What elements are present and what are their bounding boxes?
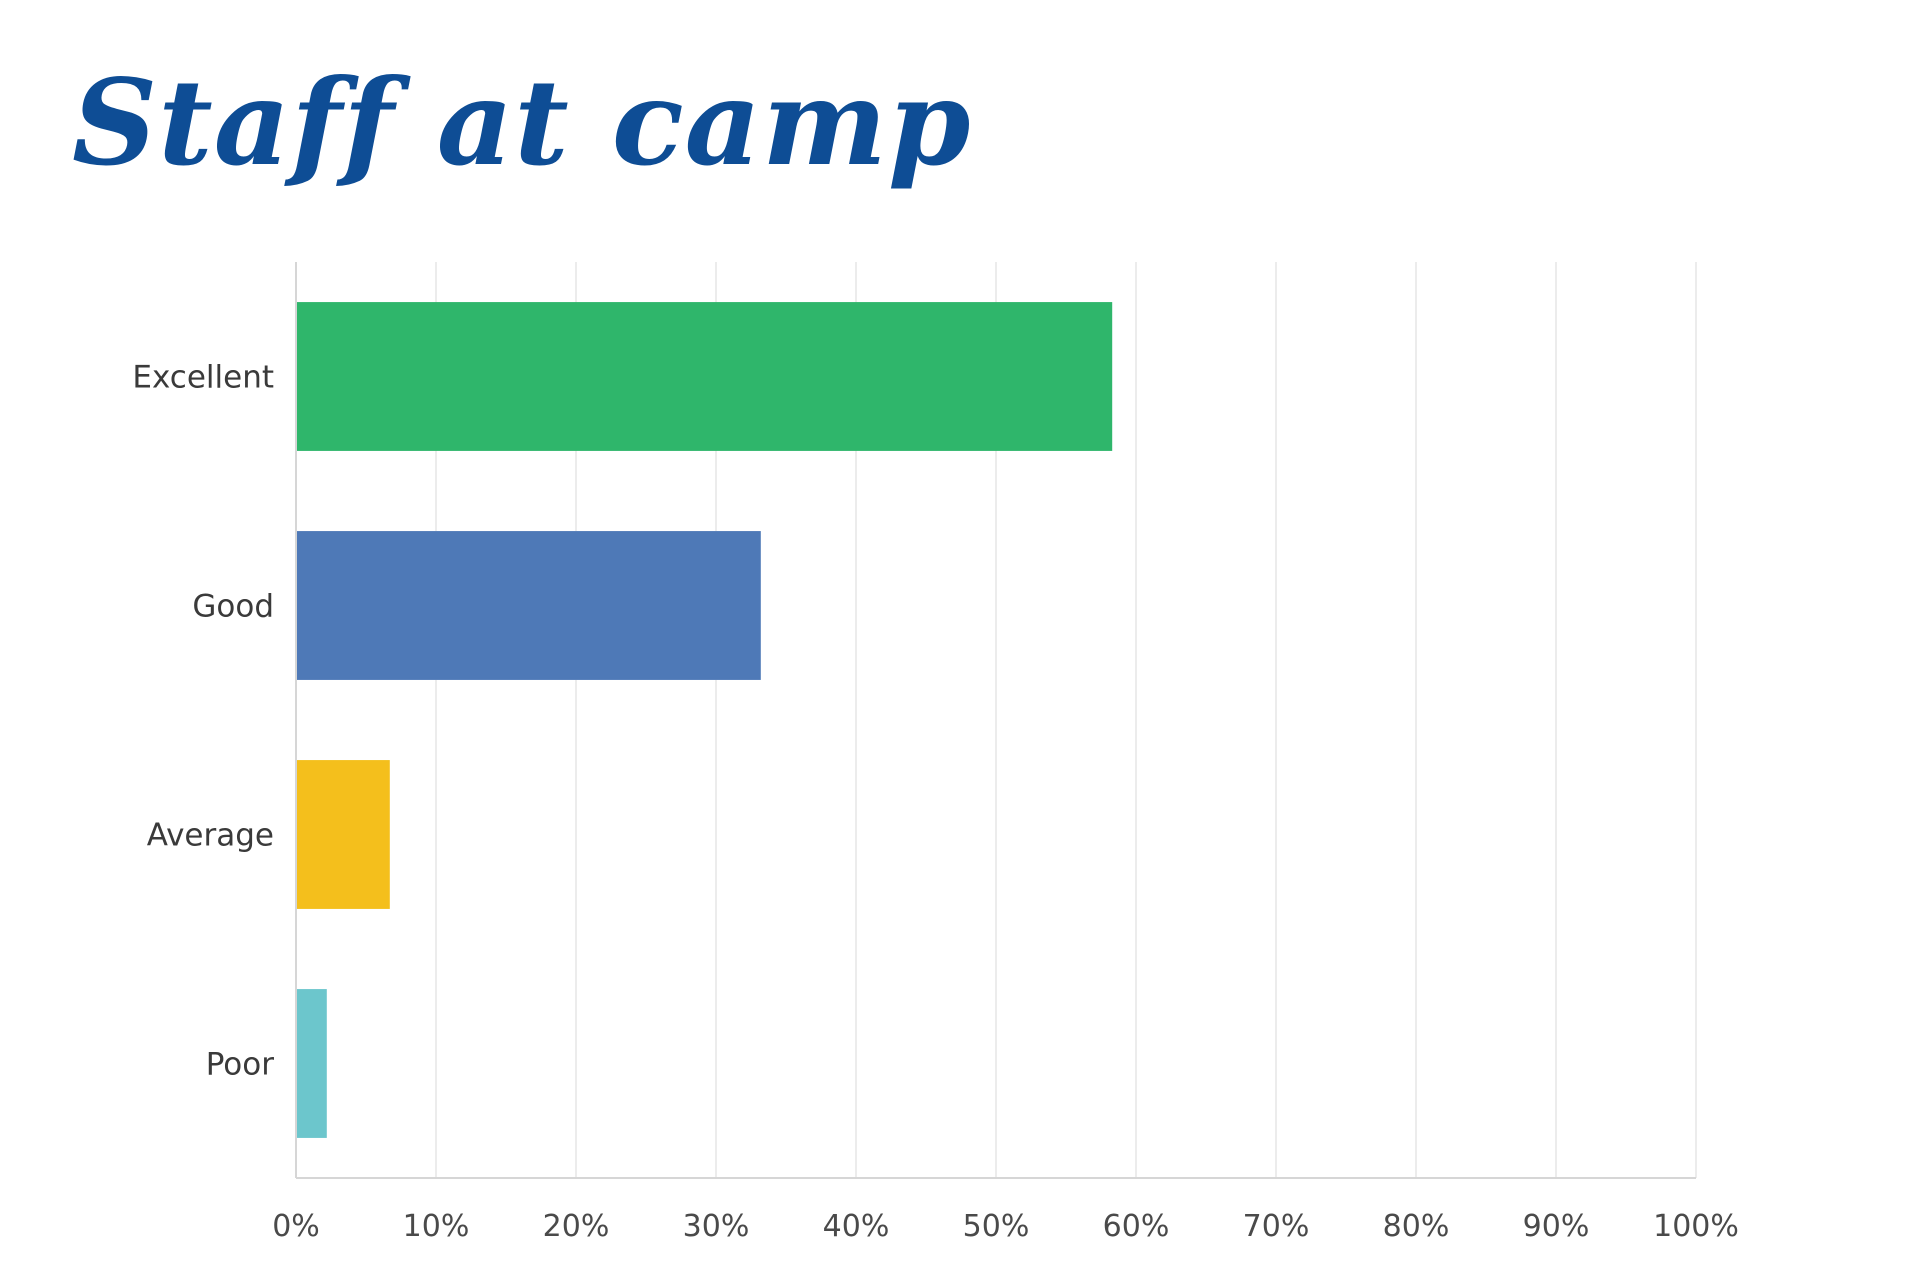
x-tick-label-10: 10% <box>403 1209 470 1244</box>
x-tick-label-80: 80% <box>1383 1209 1450 1244</box>
bar-excellent <box>296 302 1113 451</box>
category-labels: Excellent Good Average Poor <box>132 360 274 1083</box>
bar-average <box>296 760 390 909</box>
x-tick-label-40: 40% <box>823 1209 890 1244</box>
x-tick-label-90: 90% <box>1523 1209 1590 1244</box>
category-label-good: Good <box>192 589 274 625</box>
category-label-poor: Poor <box>206 1047 275 1083</box>
x-tick-label-100: 100% <box>1653 1209 1739 1244</box>
bar-poor <box>296 989 327 1138</box>
category-label-excellent: Excellent <box>132 360 274 396</box>
category-label-average: Average <box>147 818 274 854</box>
page-title: Staff at camp <box>72 53 972 192</box>
x-tick-labels: 0% 10% 20% 30% 40% 50% 60% 70% 80% 90% 100% <box>272 1209 1739 1244</box>
bars <box>296 302 1113 1138</box>
x-tick-label-60: 60% <box>1103 1209 1170 1244</box>
bar-good <box>296 531 761 680</box>
x-tick-label-20: 20% <box>543 1209 610 1244</box>
x-tick-label-30: 30% <box>683 1209 750 1244</box>
x-tick-label-70: 70% <box>1243 1209 1310 1244</box>
x-tick-label-0: 0% <box>272 1209 320 1244</box>
x-tick-label-50: 50% <box>963 1209 1030 1244</box>
